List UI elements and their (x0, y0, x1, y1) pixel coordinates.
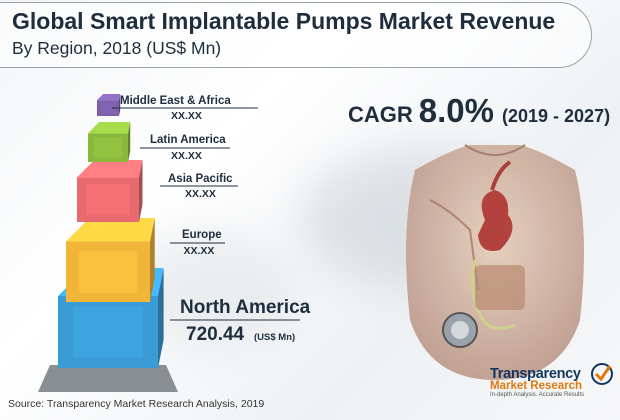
cagr-label: CAGR (348, 102, 413, 127)
logo-line1: Transparency (490, 366, 581, 382)
label-value-latin-america: XX.XX (171, 150, 202, 162)
cube-side-north-america (158, 268, 164, 368)
cube-top-asia-pacific (77, 160, 143, 178)
logo-mark-icon (591, 363, 613, 385)
cube-highlight-middle-east-africa (100, 102, 116, 114)
label-value-middle-east-africa: XX.XX (171, 110, 202, 122)
label-name-asia-pacific: Asia Pacific (168, 173, 233, 185)
title-box (0, 2, 592, 68)
cagr-value: 8.0% (418, 92, 494, 129)
pyramid-base (38, 365, 178, 392)
cube-side-middle-east-africa (119, 94, 121, 116)
torso-illustration (406, 144, 584, 380)
cube-highlight-latin-america (94, 137, 122, 158)
source-note: Source: Transparency Market Research Ana… (8, 398, 265, 410)
cube-top-middle-east-africa (97, 94, 121, 101)
label-value-europe: XX.XX (184, 245, 215, 257)
logo-tagline: In-depth Analysis. Accurate Results (490, 392, 585, 398)
cube-highlight-north-america (73, 306, 143, 358)
company-logo: Transparency Market Research In-depth An… (490, 363, 614, 398)
label-name-north-america: North America (180, 297, 311, 318)
label-unit-north-america: (US$ Mn) (254, 332, 295, 343)
label-name-europe: Europe (182, 229, 222, 241)
chart-title: Global Smart Implantable Pumps Market Re… (12, 8, 556, 34)
logo-line2: Market Research (490, 380, 583, 392)
label-value-north-america: 720.44 (186, 324, 245, 345)
chart-area: Middle East & Africa XX.XX Latin America XX… (38, 94, 311, 392)
label-value-asia-pacific: XX.XX (185, 188, 216, 200)
cube-highlight-europe (78, 250, 138, 293)
cube-top-latin-america (88, 122, 131, 134)
cube-side-asia-pacific (139, 160, 143, 222)
cube-side-latin-america (128, 122, 131, 162)
label-name-latin-america: Latin America (150, 134, 226, 146)
cagr-callout: CAGR 8.0% (2019 - 2027) (348, 92, 610, 130)
cube-top-europe (66, 218, 155, 242)
chart-subtitle: By Region, 2018 (US$ Mn) (12, 38, 222, 58)
cube-highlight-asia-pacific (86, 184, 130, 216)
cube-side-europe (150, 218, 155, 302)
cagr-period: (2019 - 2027) (502, 106, 611, 126)
label-name-middle-east-africa: Middle East & Africa (120, 95, 231, 107)
